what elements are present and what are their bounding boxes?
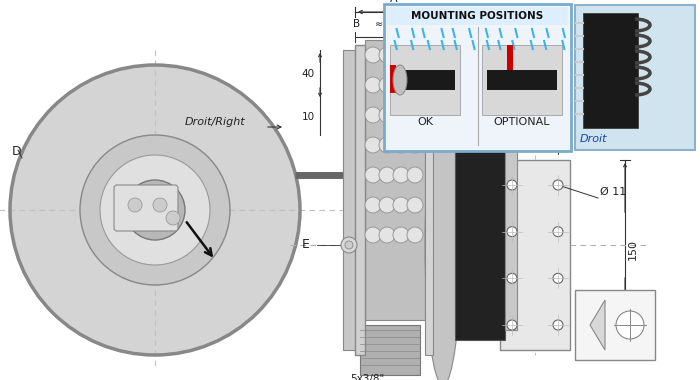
Text: E: E bbox=[302, 239, 310, 252]
Circle shape bbox=[80, 135, 230, 285]
Text: Droit: Droit bbox=[580, 134, 608, 144]
Circle shape bbox=[128, 198, 142, 212]
Bar bbox=[455, 60, 505, 340]
Text: B: B bbox=[353, 19, 360, 29]
Circle shape bbox=[507, 180, 517, 190]
Circle shape bbox=[353, 166, 371, 184]
Circle shape bbox=[379, 77, 395, 93]
Circle shape bbox=[553, 320, 563, 330]
Bar bbox=[507, 45, 513, 70]
Circle shape bbox=[345, 241, 353, 249]
Circle shape bbox=[407, 197, 423, 213]
FancyBboxPatch shape bbox=[114, 185, 178, 231]
Circle shape bbox=[379, 47, 395, 63]
Circle shape bbox=[358, 171, 366, 179]
Bar bbox=[387, 7, 568, 25]
Circle shape bbox=[10, 65, 300, 355]
Bar bbox=[395, 70, 455, 90]
Circle shape bbox=[365, 107, 381, 123]
Circle shape bbox=[407, 137, 423, 153]
Bar bbox=[360, 325, 420, 375]
Circle shape bbox=[507, 226, 517, 237]
FancyBboxPatch shape bbox=[384, 4, 571, 151]
Bar bbox=[500, 160, 570, 350]
Circle shape bbox=[379, 137, 395, 153]
Circle shape bbox=[393, 227, 409, 243]
Text: 90: 90 bbox=[528, 119, 542, 129]
Circle shape bbox=[407, 227, 423, 243]
Circle shape bbox=[407, 167, 423, 183]
Bar bbox=[505, 70, 517, 330]
Circle shape bbox=[365, 197, 381, 213]
Text: 10: 10 bbox=[302, 112, 315, 122]
Bar bbox=[390, 45, 460, 115]
Circle shape bbox=[507, 320, 517, 330]
Text: 130: 130 bbox=[465, 239, 475, 261]
Text: Ø 11: Ø 11 bbox=[600, 187, 626, 197]
Circle shape bbox=[166, 211, 180, 225]
Circle shape bbox=[393, 47, 409, 63]
Text: A: A bbox=[390, 0, 398, 4]
Circle shape bbox=[553, 180, 563, 190]
Text: ≈ TUYAU: ≈ TUYAU bbox=[375, 19, 418, 29]
Circle shape bbox=[100, 155, 210, 265]
Circle shape bbox=[379, 107, 395, 123]
Circle shape bbox=[365, 47, 381, 63]
Circle shape bbox=[379, 197, 395, 213]
Text: 150: 150 bbox=[628, 239, 638, 261]
Bar bbox=[575, 5, 695, 150]
Circle shape bbox=[379, 167, 395, 183]
Circle shape bbox=[341, 237, 357, 253]
Polygon shape bbox=[590, 300, 605, 350]
Bar bbox=[343, 50, 355, 350]
Circle shape bbox=[393, 107, 409, 123]
Text: 60: 60 bbox=[505, 134, 519, 144]
Circle shape bbox=[507, 273, 517, 283]
Circle shape bbox=[365, 227, 381, 243]
Text: MOUNTING POSITIONS: MOUNTING POSITIONS bbox=[412, 11, 544, 21]
Text: D: D bbox=[12, 145, 22, 158]
Circle shape bbox=[365, 137, 381, 153]
Circle shape bbox=[393, 137, 409, 153]
Circle shape bbox=[365, 167, 381, 183]
Circle shape bbox=[407, 77, 423, 93]
Circle shape bbox=[153, 198, 167, 212]
Bar bbox=[583, 13, 638, 128]
Circle shape bbox=[616, 311, 644, 339]
Text: 40: 40 bbox=[302, 69, 315, 79]
Circle shape bbox=[393, 77, 409, 93]
Ellipse shape bbox=[393, 65, 407, 95]
Circle shape bbox=[393, 197, 409, 213]
Text: Droit/Right: Droit/Right bbox=[185, 117, 246, 127]
Text: OK: OK bbox=[417, 117, 433, 127]
Bar bbox=[365, 40, 425, 320]
Text: 5x3/8": 5x3/8" bbox=[350, 374, 384, 380]
Circle shape bbox=[553, 273, 563, 283]
Bar bbox=[482, 45, 562, 115]
Bar bbox=[355, 45, 365, 355]
Circle shape bbox=[365, 77, 381, 93]
Circle shape bbox=[553, 226, 563, 237]
Circle shape bbox=[393, 167, 409, 183]
Bar bbox=[390, 65, 396, 93]
Bar bbox=[425, 45, 433, 355]
Bar bbox=[575, 290, 655, 360]
Bar bbox=[487, 70, 557, 90]
Ellipse shape bbox=[425, 105, 461, 380]
Circle shape bbox=[125, 180, 185, 240]
Circle shape bbox=[379, 227, 395, 243]
Circle shape bbox=[407, 47, 423, 63]
Circle shape bbox=[407, 107, 423, 123]
Text: OPTIONAL: OPTIONAL bbox=[494, 117, 550, 127]
